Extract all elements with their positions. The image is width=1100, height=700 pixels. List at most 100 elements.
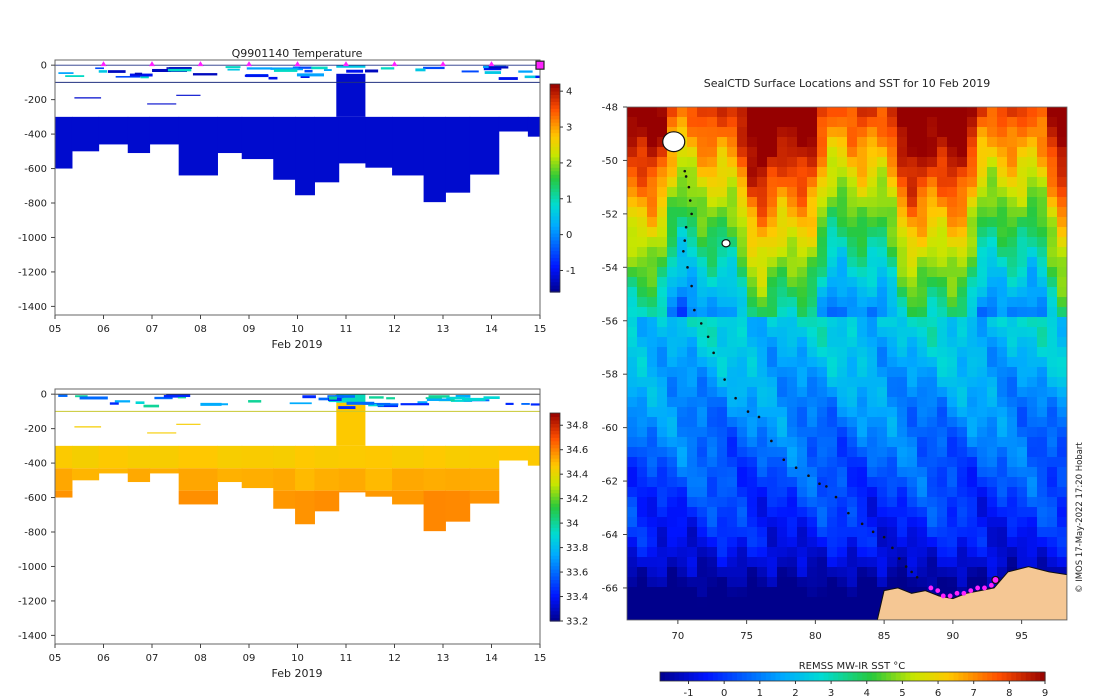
sst-cell xyxy=(887,127,898,138)
sst-cell xyxy=(1057,377,1067,388)
sst-cell xyxy=(847,237,858,248)
sst-colorbar-swatch xyxy=(789,672,796,681)
sst-cell xyxy=(637,377,648,388)
sst-cell xyxy=(727,567,738,578)
sst-cell xyxy=(1007,427,1018,438)
sst-cell xyxy=(957,227,968,238)
sst-cell xyxy=(637,397,648,408)
sst-cell xyxy=(727,457,738,468)
colorbar-swatch xyxy=(550,288,560,293)
sst-cell xyxy=(847,347,858,358)
lat-tick-label: -64 xyxy=(602,530,618,541)
sst-cell xyxy=(777,617,788,620)
sst-cell xyxy=(967,107,978,118)
sst-cell xyxy=(737,237,748,248)
sst-cell xyxy=(897,217,908,228)
x-tick-label: 13 xyxy=(437,324,450,335)
colorbar-swatch xyxy=(550,451,560,456)
sst-cell xyxy=(667,527,678,538)
sst-cell xyxy=(827,137,838,148)
surface-profile-marker xyxy=(954,590,960,596)
colorbar-swatch xyxy=(550,188,560,193)
sst-cell xyxy=(797,267,808,278)
sst-cell xyxy=(697,467,708,478)
sst-cell xyxy=(757,497,768,508)
sst-colorbar-swatch xyxy=(919,672,926,681)
sst-cell xyxy=(1057,307,1067,318)
sst-cell xyxy=(887,337,898,348)
sst-cell xyxy=(687,367,698,378)
sst-cell xyxy=(1027,357,1038,368)
sst-cell xyxy=(777,287,788,298)
sst-colorbar-label: REMSS MW-IR SST °C xyxy=(799,661,906,672)
sst-cell xyxy=(947,397,958,408)
sst-cell xyxy=(697,327,708,338)
sst-cell xyxy=(687,147,698,158)
sst-cell xyxy=(677,227,688,238)
sst-cell xyxy=(647,147,658,158)
sst-cell xyxy=(937,457,948,468)
sst-colorbar-swatch xyxy=(727,672,733,681)
sst-cell xyxy=(687,137,698,148)
sst-cell xyxy=(767,267,778,278)
sst-cell xyxy=(937,427,948,438)
sst-cell xyxy=(927,297,938,308)
profile-marker xyxy=(246,61,252,67)
sst-cell xyxy=(997,407,1008,418)
sst-cell xyxy=(1007,477,1018,488)
sst-cell xyxy=(1037,157,1048,168)
sst-cell xyxy=(827,297,838,308)
sst-cell xyxy=(947,217,958,228)
sst-cell xyxy=(677,597,688,608)
sst-cell xyxy=(897,267,908,278)
sst-cell xyxy=(847,387,858,398)
sst-cell xyxy=(747,597,758,608)
sst-cell xyxy=(1047,227,1058,238)
sst-cell xyxy=(797,587,808,598)
sst-cell xyxy=(777,377,788,388)
sst-cell xyxy=(627,277,638,288)
sst-cell xyxy=(1027,437,1038,448)
sst-cell xyxy=(757,337,768,348)
sst-cell xyxy=(927,167,938,178)
sst-cell xyxy=(1027,207,1038,218)
sst-cell xyxy=(747,247,758,258)
sst-cell xyxy=(927,507,938,518)
sst-cell xyxy=(637,287,648,298)
colorbar-swatch xyxy=(550,240,560,245)
sst-cell xyxy=(927,127,938,138)
sst-cell xyxy=(877,397,888,408)
sst-cell xyxy=(1057,387,1067,398)
sst-cell xyxy=(697,387,708,398)
sst-cell xyxy=(887,547,898,558)
sst-cell xyxy=(1037,377,1048,388)
sst-cell xyxy=(947,307,958,318)
sst-cell xyxy=(837,177,848,188)
sst-cell xyxy=(687,547,698,558)
sst-colorbar-swatch xyxy=(780,672,786,681)
sst-cell xyxy=(967,137,978,148)
sst-colorbar-tick-label: 6 xyxy=(935,688,941,699)
surface-streak xyxy=(79,396,108,400)
sst-cell xyxy=(657,497,668,508)
sst-cell xyxy=(737,147,748,158)
track-point xyxy=(818,482,821,486)
sst-cell xyxy=(867,447,878,458)
sst-cell xyxy=(767,467,778,478)
sst-cell xyxy=(637,597,648,608)
sst-cell xyxy=(717,617,728,620)
sst-cell xyxy=(847,567,858,578)
sst-cell xyxy=(797,427,808,438)
sst-cell xyxy=(1027,377,1038,388)
sst-cell xyxy=(777,167,788,178)
sst-cell xyxy=(877,367,888,378)
sst-cell xyxy=(1017,387,1028,398)
deep-layer-cell xyxy=(98,445,129,469)
sst-cell xyxy=(797,477,808,488)
sst-cell xyxy=(827,117,838,128)
sst-colorbar-swatch xyxy=(688,672,695,681)
surface-streak xyxy=(380,67,395,70)
sst-cell xyxy=(707,287,718,298)
sst-cell xyxy=(767,547,778,558)
sst-cell xyxy=(947,327,958,338)
